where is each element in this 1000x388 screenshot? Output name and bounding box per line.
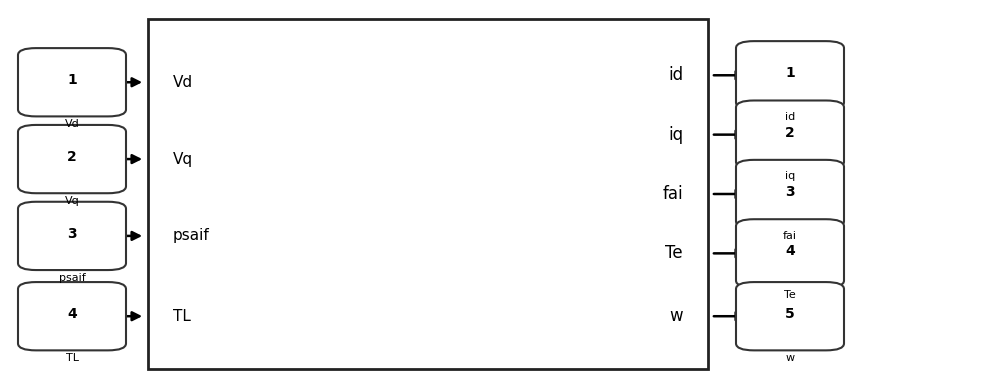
Text: 1: 1 [67,73,77,87]
Text: TL: TL [173,309,191,324]
Text: TL: TL [66,353,78,363]
Text: 4: 4 [785,244,795,258]
FancyBboxPatch shape [18,125,126,193]
Text: w: w [669,307,683,325]
FancyBboxPatch shape [18,282,126,350]
Text: fai: fai [662,185,683,203]
Text: id: id [785,112,795,122]
FancyBboxPatch shape [736,282,844,350]
Text: iq: iq [785,171,795,182]
Bar [148,19,708,369]
Text: 4: 4 [67,307,77,321]
Text: 3: 3 [785,185,795,199]
Text: Vq: Vq [65,196,79,206]
FancyBboxPatch shape [18,202,126,270]
Text: 5: 5 [785,307,795,321]
Text: Vd: Vd [173,75,193,90]
Text: psaif: psaif [59,273,85,283]
FancyBboxPatch shape [736,219,844,288]
Text: fai: fai [783,231,797,241]
FancyBboxPatch shape [736,100,844,169]
FancyBboxPatch shape [736,160,844,228]
Text: Vq: Vq [173,152,193,166]
Text: w: w [785,353,795,363]
FancyBboxPatch shape [18,48,126,116]
FancyBboxPatch shape [736,41,844,109]
Text: 3: 3 [67,227,77,241]
Text: iq: iq [668,126,683,144]
Text: Te: Te [665,244,683,262]
Text: Te: Te [784,290,796,300]
Text: Vd: Vd [65,119,79,129]
Text: 1: 1 [785,66,795,80]
Text: id: id [668,66,683,84]
Text: 2: 2 [67,150,77,164]
Text: 2: 2 [785,126,795,140]
Text: psaif: psaif [173,229,210,243]
